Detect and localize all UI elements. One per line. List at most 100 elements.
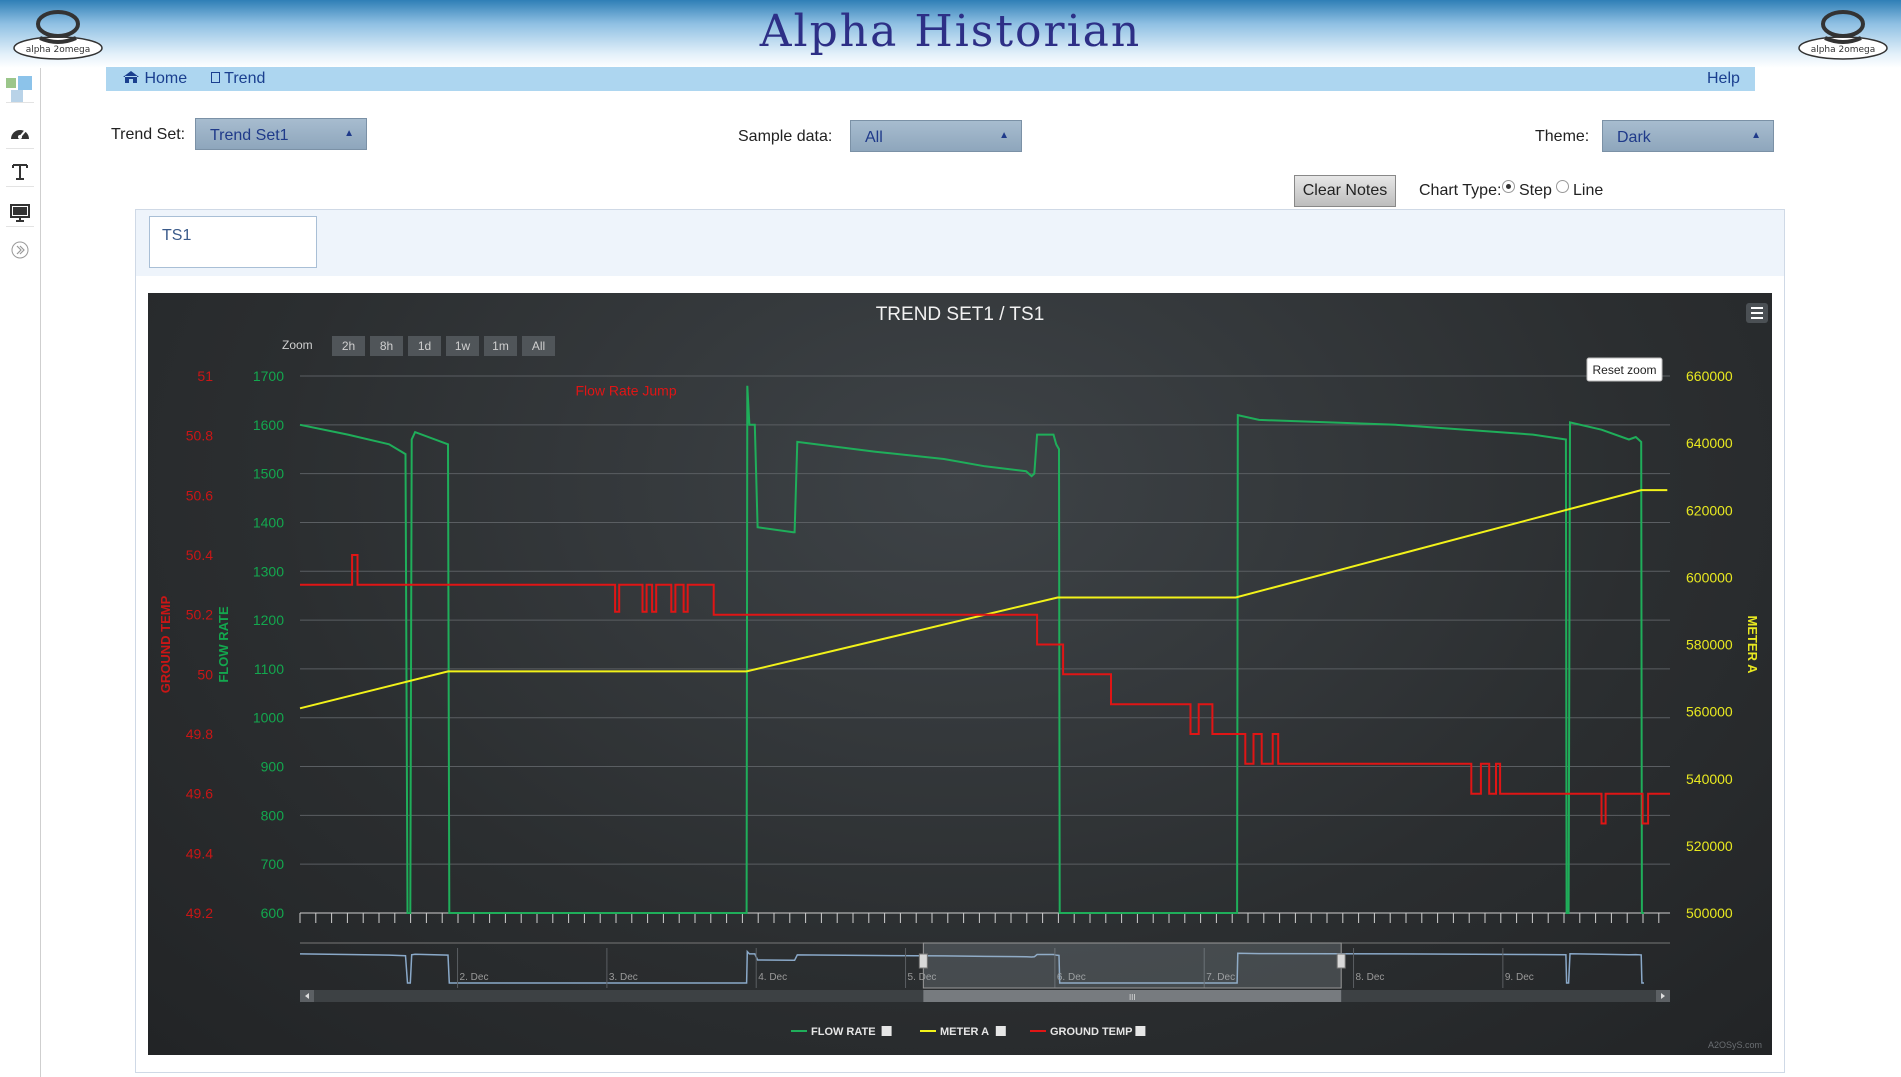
flow-axis-tick: 800 — [261, 807, 285, 823]
navigator-date-label: 5. Dec — [908, 972, 937, 983]
tab-ts1[interactable]: TS1 — [149, 216, 317, 268]
dropdown-arrow-icon: ▲ — [344, 128, 354, 139]
gauge-icon[interactable] — [6, 120, 34, 149]
legend-checkbox[interactable] — [881, 1026, 892, 1036]
ground-axis-tick: 50.2 — [186, 607, 213, 623]
nav-home-label: Home — [144, 70, 188, 87]
app-header: alpha 2omega Alpha Historian alpha 2omeg… — [0, 0, 1901, 68]
nav-help[interactable]: Help — [1707, 70, 1740, 87]
scroll-left-arrow-icon — [305, 993, 309, 999]
zoom-button-bg — [522, 336, 555, 356]
nav-home[interactable]: Home — [122, 70, 187, 88]
clear-notes-button[interactable]: Clear Notes — [1294, 175, 1396, 207]
zoom-button-1w[interactable]: 1w — [446, 336, 479, 356]
meter-axis-tick: 580000 — [1686, 637, 1733, 653]
meter-axis-tick: 640000 — [1686, 435, 1733, 451]
chart-type-step-radio[interactable] — [1502, 180, 1515, 193]
navigator-date-label: 9. Dec — [1505, 972, 1534, 983]
expand-sidebar-icon[interactable] — [6, 236, 34, 264]
ground-axis-tick: 49.4 — [186, 845, 213, 861]
svg-text:alpha 2omega: alpha 2omega — [26, 45, 91, 55]
legend-label: GROUND TEMP — [1050, 1026, 1133, 1038]
app-title: Alpha Historian — [759, 6, 1142, 57]
zoom-button-label: 1d — [418, 339, 431, 353]
trend-chart: TREND SET1 / TS1 Zoom 2h 8h 1d 1w 1m All 600 700 8… — [148, 293, 1772, 1055]
chart-menu-icon — [1751, 312, 1763, 314]
navigator-series — [299, 949, 1644, 984]
meter-axis-tick: 620000 — [1686, 502, 1733, 518]
sample-data-select[interactable]: All ▲ — [850, 120, 1022, 152]
flow-axis-tick: 1300 — [253, 563, 284, 579]
chart-type-line-label: Line — [1573, 182, 1604, 199]
reset-zoom-label: Reset zoom — [1592, 363, 1656, 377]
legend-checkbox[interactable] — [1135, 1026, 1146, 1036]
legend-item-ground-temp[interactable]: GROUND TEMP — [1030, 1026, 1146, 1038]
reset-zoom-button[interactable]: Reset zoom — [1586, 357, 1663, 382]
chart-menu-icon — [1751, 317, 1763, 319]
reset-zoom-bg — [1586, 357, 1663, 382]
zoom-button-2h[interactable]: 2h — [332, 336, 365, 356]
legend-item-meter-a[interactable]: METER A — [920, 1026, 1006, 1038]
zoom-button-bg — [446, 336, 479, 356]
flow-axis-tick: 900 — [261, 759, 285, 775]
navigator-date-label: 4. Dec — [758, 972, 787, 983]
alpha2omega-logo: alpha 2omega — [1798, 10, 1888, 60]
ground-axis-tick: 51 — [197, 368, 213, 384]
flow-axis-tick: 1400 — [253, 514, 284, 530]
meter-axis-tick: 660000 — [1686, 368, 1733, 384]
dashboard-tiles-icon[interactable] — [6, 74, 34, 103]
sidebar — [0, 68, 41, 1077]
flow-axis-tick: 600 — [261, 905, 285, 921]
navigator-left-handle[interactable] — [918, 953, 928, 969]
scrollbar-grip-icon: III — [1129, 993, 1136, 1002]
zoom-button-bg — [370, 336, 403, 356]
monitor-icon[interactable] — [6, 198, 34, 227]
zoom-button-label: 8h — [380, 339, 393, 353]
scrollbar-thumb[interactable] — [923, 990, 1342, 1002]
trend-set-select[interactable]: Trend Set1 ▲ — [195, 118, 367, 150]
zoom-button-label: 1m — [492, 339, 509, 353]
meter-axis-title: METER A — [1745, 615, 1760, 674]
dropdown-arrow-icon: ▲ — [999, 130, 1009, 141]
zoom-button-1m[interactable]: 1m — [484, 336, 517, 356]
navigator-date-label: 8. Dec — [1356, 972, 1385, 983]
zoom-button-1d[interactable]: 1d — [408, 336, 441, 356]
series-line-meter-a — [299, 489, 1668, 710]
chart-type-label: Chart Type: — [1419, 182, 1502, 199]
flow-axis-title: FLOW RATE — [216, 606, 231, 683]
chart-type-line-radio[interactable] — [1556, 180, 1569, 193]
navigator-date-label: 3. Dec — [609, 972, 638, 983]
legend-label: FLOW RATE — [811, 1026, 876, 1038]
text-tool-icon[interactable] — [6, 158, 34, 187]
ground-axis-tick: 50.6 — [186, 487, 213, 503]
trend-page-icon — [211, 72, 220, 83]
tab-ts1-label: TS1 — [162, 227, 192, 244]
series-line-flow-rate — [299, 385, 1644, 914]
nav-trend[interactable]: Trend — [211, 70, 265, 88]
nav-trend-label: Trend — [224, 70, 266, 87]
ground-axis-title: GROUND TEMP — [158, 595, 173, 693]
flow-axis-tick: 1500 — [253, 466, 284, 482]
zoom-button-label: All — [532, 339, 545, 353]
chart-menu-button[interactable] — [1746, 303, 1768, 323]
chart-menu-icon — [1751, 307, 1763, 309]
meter-axis-tick: 500000 — [1686, 905, 1733, 921]
scroll-right-arrow-icon — [1661, 993, 1665, 999]
chart-svg: TREND SET1 / TS1 Zoom 2h 8h 1d 1w 1m All 600 700 8… — [158, 303, 1768, 1050]
chart-credit: A2OSyS.com — [1708, 1040, 1762, 1050]
navigator-date-label: 2. Dec — [460, 972, 489, 983]
navigator-right-handle[interactable] — [1336, 953, 1346, 969]
theme-label: Theme: — [1535, 128, 1590, 145]
zoom-button-8h[interactable]: 8h — [370, 336, 403, 356]
navigator-selection[interactable] — [922, 942, 1342, 989]
navigator-date-label: 6. Dec — [1057, 972, 1086, 983]
flow-axis-tick: 1600 — [253, 417, 284, 433]
breadcrumb-bar: Home Trend Help — [106, 67, 1755, 91]
zoom-button-bg — [408, 336, 441, 356]
legend-item-flow-rate[interactable]: FLOW RATE — [791, 1026, 892, 1038]
legend-checkbox[interactable] — [995, 1026, 1006, 1036]
meter-axis-tick: 560000 — [1686, 704, 1733, 720]
theme-select[interactable]: Dark ▲ — [1602, 120, 1774, 152]
dropdown-arrow-icon: ▲ — [1751, 130, 1761, 141]
zoom-button-All[interactable]: All — [522, 336, 555, 356]
